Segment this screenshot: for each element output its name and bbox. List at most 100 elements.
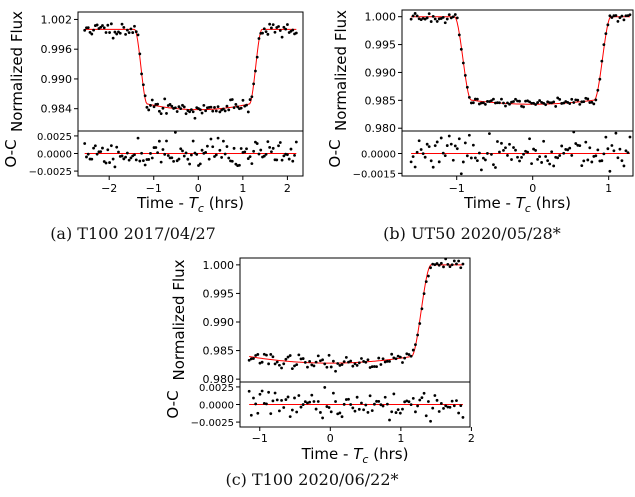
flux-data-point: [394, 357, 398, 361]
oc-data-point: [133, 153, 136, 157]
flux-data-point: [445, 17, 449, 21]
oc-data-point: [355, 395, 359, 399]
oc-data-point: [449, 142, 453, 146]
oc-data-point: [580, 164, 584, 168]
flux-data-point: [446, 262, 450, 266]
oc-data-point: [297, 394, 301, 397]
flux-data-point: [534, 103, 537, 106]
oc-data-point: [488, 132, 491, 136]
oc-data-point: [362, 408, 366, 412]
oc-data-point: [189, 153, 193, 157]
oc-data-point: [278, 141, 282, 144]
flux-data-point: [347, 360, 350, 364]
flux-data-point: [269, 353, 273, 356]
oc-data-point: [614, 131, 618, 135]
flux-data-point: [252, 357, 255, 360]
flux-data-point: [170, 104, 174, 108]
flux-data-point: [610, 16, 614, 19]
flux-data-point: [227, 108, 231, 112]
oc-data-point: [546, 159, 550, 163]
oc-data-point: [291, 159, 295, 163]
flux-data-point: [444, 257, 448, 261]
flux-data-point: [175, 110, 179, 113]
oc-data-point: [368, 394, 372, 398]
flux-ytick-label: 0.990: [41, 73, 73, 86]
oc-data-point: [173, 131, 177, 134]
flux-data-point: [431, 14, 435, 18]
flux-data-point: [157, 109, 161, 113]
oc-data-point: [620, 159, 624, 163]
oc-data-point: [552, 164, 556, 168]
flux-data-point: [232, 106, 236, 110]
xtick-label: 0: [327, 432, 334, 445]
oc-data-point: [455, 147, 459, 151]
flux-data-point: [600, 59, 604, 63]
flux-data-point: [416, 333, 419, 337]
oc-data-point: [431, 406, 435, 410]
flux-data-point: [83, 28, 87, 32]
flux-data-point: [236, 105, 240, 109]
oc-data-point: [508, 142, 511, 146]
flux-data-point: [355, 363, 359, 367]
oc-data-point: [540, 161, 544, 164]
flux-data-point: [385, 359, 389, 363]
flux-data-point: [336, 362, 340, 365]
flux-data-point: [214, 109, 218, 113]
xtick-label: −1: [252, 432, 268, 445]
flux-data-point: [448, 265, 452, 269]
oc-data-point: [252, 396, 255, 400]
oc-data-point: [500, 141, 503, 145]
oc-data-point: [277, 144, 280, 148]
oc-data-point: [429, 419, 432, 423]
oc-data-point: [465, 154, 469, 158]
oc-data-point: [441, 151, 445, 155]
oc-data-point: [115, 145, 119, 149]
flux-data-point: [602, 43, 606, 47]
oc-data-point: [342, 402, 346, 406]
oc-data-point: [528, 137, 531, 141]
flux-data-point: [522, 105, 525, 109]
oc-data-point: [239, 147, 243, 150]
oc-data-point: [282, 154, 286, 158]
oc-data-point: [558, 154, 562, 157]
flux-data-point: [390, 352, 394, 356]
oc-data-point: [390, 410, 394, 414]
oc-data-point: [262, 154, 266, 158]
flux-data-point: [450, 263, 454, 267]
flux-data-point: [257, 37, 261, 40]
oc-data-point: [287, 157, 291, 161]
oc-data-point: [198, 162, 202, 166]
flux-ytick-label: 1.000: [203, 259, 235, 272]
flux-data-point: [556, 96, 560, 100]
oc-data-point: [429, 159, 433, 163]
oc-data-point: [409, 160, 413, 164]
flux-data-point: [362, 360, 366, 363]
flux-data-point: [576, 98, 580, 102]
flux-data-point: [435, 262, 439, 265]
oc-data-point: [299, 405, 303, 409]
oc-data-point: [248, 155, 252, 159]
oc-ytick-label: −0.0015: [353, 169, 396, 180]
oc-data-point: [411, 396, 415, 400]
flux-data-point: [420, 307, 424, 311]
oc-data-point: [510, 158, 513, 161]
flux-data-point: [286, 23, 289, 26]
oc-data-point: [275, 158, 279, 162]
oc-data-point: [170, 156, 174, 160]
flux-data-point: [152, 105, 156, 109]
oc-data-point: [459, 404, 463, 408]
chart-panel-2: 0.980 0.985 0.990 0.995 1.000 −0.0025 0.0000 0.…: [164, 257, 475, 466]
oc-data-point: [301, 403, 305, 406]
oc-data-point: [312, 400, 316, 403]
oc-data-point: [417, 139, 421, 143]
flux-data-point: [486, 100, 489, 103]
oc-data-point: [95, 152, 99, 156]
flux-data-point: [278, 363, 281, 367]
flux-data-point: [504, 104, 507, 108]
flux-data-point: [582, 100, 586, 104]
oc-data-point: [475, 159, 479, 163]
flux-y-axis-label: Normalized Flux: [170, 259, 188, 380]
flux-data-point: [168, 103, 172, 106]
flux-data-point: [590, 100, 594, 104]
oc-data-point: [200, 148, 204, 152]
